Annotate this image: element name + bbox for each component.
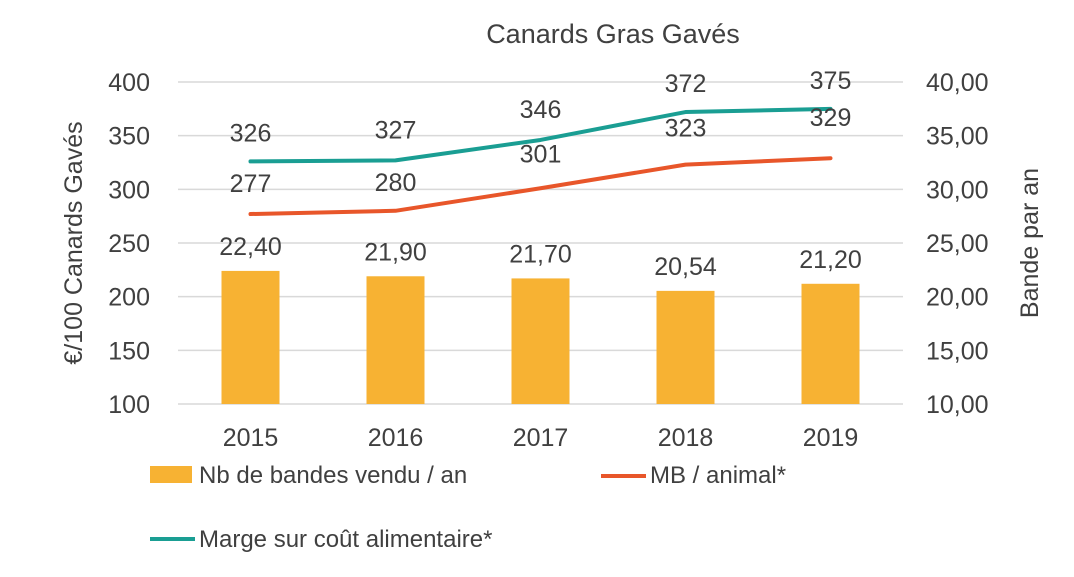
bar-data-label: 22,40 xyxy=(219,233,282,261)
legend-label-bars: Nb de bandes vendu / an xyxy=(199,462,467,489)
line-data-label: 375 xyxy=(810,67,852,95)
line-data-label: 346 xyxy=(520,96,562,124)
line-data-label: 327 xyxy=(375,116,417,144)
y-right-tick-label: 40,00 xyxy=(926,69,989,97)
y-left-tick-label: 250 xyxy=(108,230,150,258)
y-left-tick-label: 350 xyxy=(108,123,150,151)
y-left-tick-label: 400 xyxy=(108,69,150,97)
y-left-tick-label: 150 xyxy=(108,337,150,365)
line-data-label: 326 xyxy=(230,119,272,147)
x-tick-label: 2016 xyxy=(368,424,424,452)
y-left-axis-title: €/100 Canards Gavés xyxy=(60,121,88,364)
y-left-tick-label: 200 xyxy=(108,284,150,312)
line-data-label: 372 xyxy=(665,70,707,98)
y-right-tick-label: 15,00 xyxy=(926,337,989,365)
y-left-tick-label: 300 xyxy=(108,176,150,204)
y-right-tick-label: 35,00 xyxy=(926,123,989,151)
y-right-tick-label: 10,00 xyxy=(926,391,989,419)
bar-data-label: 21,20 xyxy=(799,246,862,274)
legend-label-mb: MB / animal* xyxy=(650,462,786,489)
x-tick-label: 2018 xyxy=(658,424,714,452)
bar xyxy=(801,283,860,404)
line-data-label: 329 xyxy=(810,104,852,132)
bar xyxy=(511,278,570,404)
bar xyxy=(366,276,425,404)
bar-data-label: 21,70 xyxy=(509,240,572,268)
y-right-tick-label: 30,00 xyxy=(926,176,989,204)
bar-data-label: 20,54 xyxy=(654,253,717,281)
bar xyxy=(221,270,280,404)
y-right-tick-label: 25,00 xyxy=(926,230,989,258)
x-tick-label: 2015 xyxy=(223,424,279,452)
y-right-axis-title: Bande par an xyxy=(1016,168,1044,318)
line-data-label: 280 xyxy=(375,169,417,197)
line-data-label: 277 xyxy=(230,170,272,198)
bar xyxy=(656,290,715,404)
y-left-tick-label: 100 xyxy=(108,391,150,419)
x-tick-label: 2017 xyxy=(513,424,569,452)
series-line xyxy=(248,106,833,164)
legend-swatch-bars xyxy=(150,466,192,483)
line-data-label: 323 xyxy=(665,115,707,143)
y-right-tick-label: 20,00 xyxy=(926,284,989,312)
bar-data-label: 21,90 xyxy=(364,238,427,266)
x-tick-label: 2019 xyxy=(803,424,859,452)
line-data-label: 301 xyxy=(520,140,562,168)
series-line xyxy=(248,156,833,217)
chart-title: Canards Gras Gavés xyxy=(486,19,740,49)
legend-label-marge: Marge sur coût alimentaire* xyxy=(199,526,492,553)
